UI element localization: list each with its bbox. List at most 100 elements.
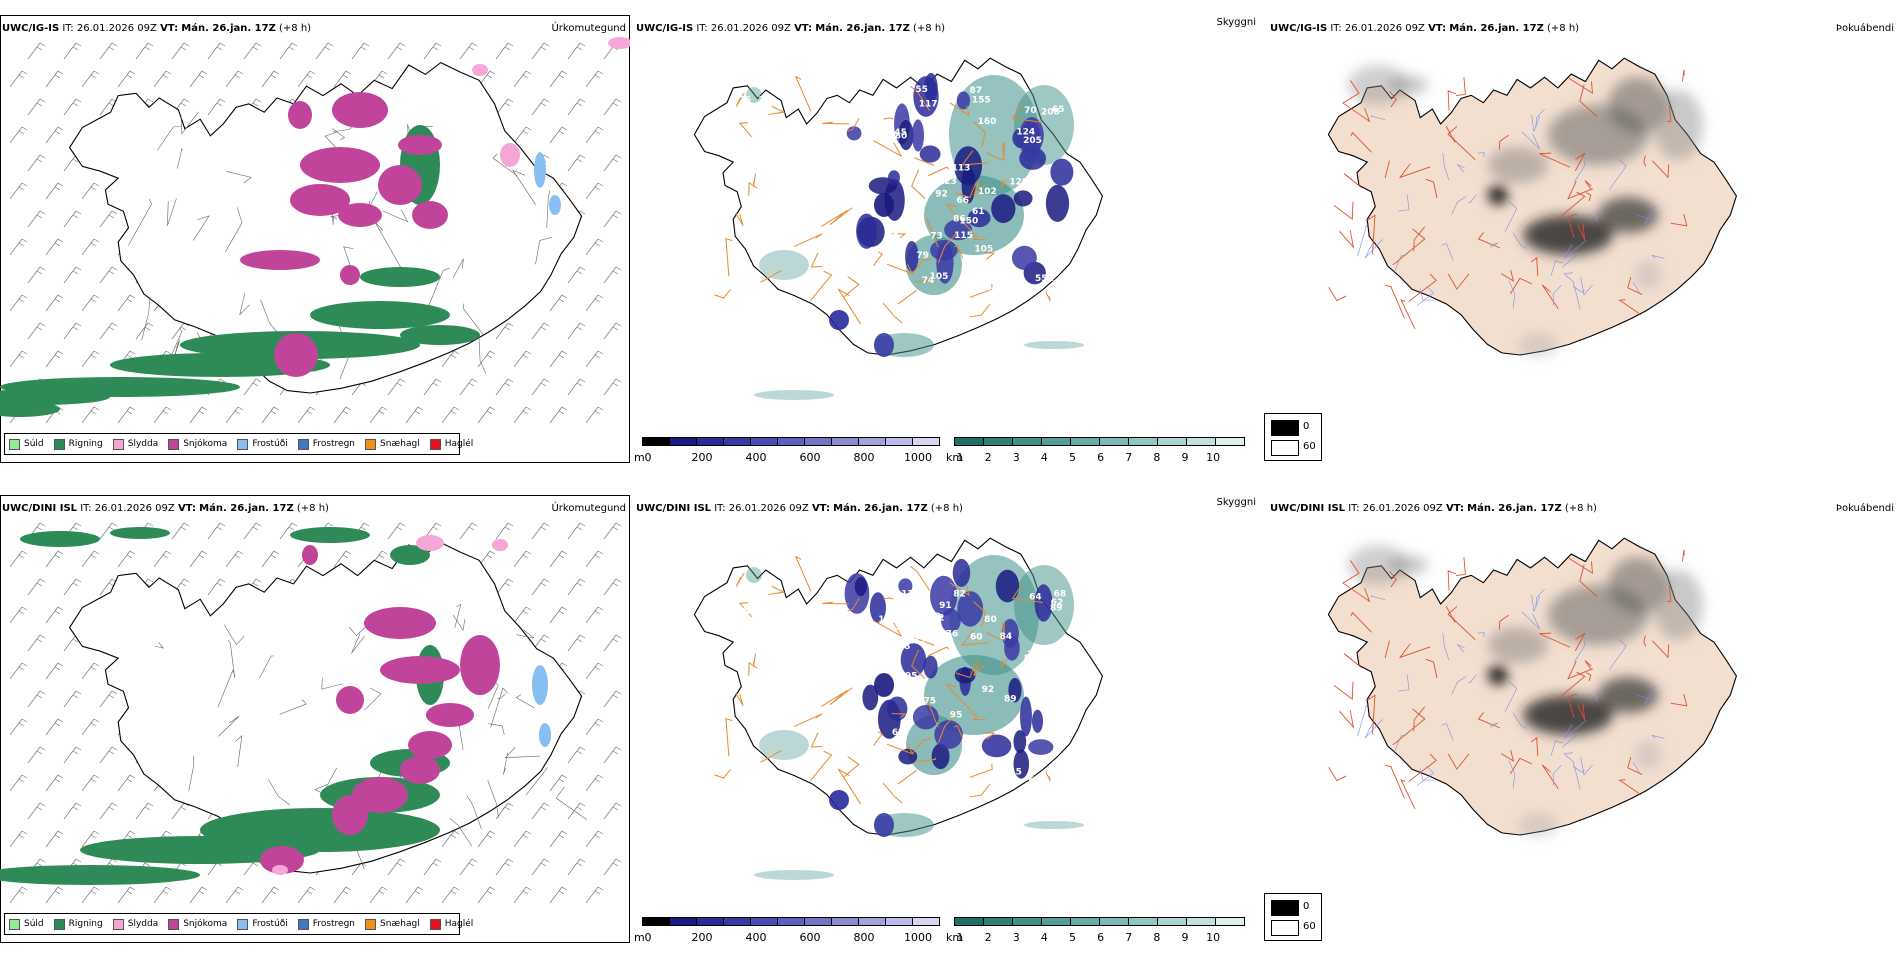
ceiling-area xyxy=(1008,677,1022,703)
rain-area xyxy=(80,836,320,864)
snow-area xyxy=(274,333,318,377)
snow-area xyxy=(408,731,452,759)
precip-legend-swatch xyxy=(112,438,124,450)
ceiling-area xyxy=(905,241,919,272)
ceiling-value-label: 28 xyxy=(732,76,745,86)
colorbar-segment xyxy=(885,437,913,446)
colorbar-tick-label: 8 xyxy=(1153,931,1161,944)
vt-label: VT: xyxy=(794,23,813,34)
precip-legend-item: Snæhagl xyxy=(365,438,420,450)
precip-legend-label: Snæhagl xyxy=(380,439,420,449)
visibility-area xyxy=(1024,341,1084,349)
ceiling-area xyxy=(991,194,1016,223)
precip-legend-label: Súld xyxy=(24,919,44,929)
colorbar-segment xyxy=(1012,437,1042,446)
ceiling-area xyxy=(1034,584,1053,622)
colorbar-tick-label: 800 xyxy=(853,931,875,944)
ceiling-value-label: 80 xyxy=(984,615,997,625)
it-label: IT: xyxy=(696,23,708,34)
precip-legend-label: Frostregn xyxy=(312,439,356,449)
ceiling-value-label: 84 xyxy=(985,283,998,293)
ceiling-value-label: 40 xyxy=(884,663,897,673)
ceiling-value-label: 61 xyxy=(972,207,985,217)
ceiling-area xyxy=(1050,158,1074,186)
rain-area xyxy=(0,389,110,405)
colorbar-unit: km xyxy=(946,451,964,464)
snow-area xyxy=(302,545,318,565)
colorbar-segment xyxy=(696,437,724,446)
precip-legend-label: Súld xyxy=(24,439,44,449)
precip-legend: Súld Rigning Slydda Snjókoma Frostúði Frostre… xyxy=(4,913,473,935)
ceiling-value-label: 134 xyxy=(866,307,885,317)
ceiling-area xyxy=(995,569,1020,603)
precip-legend-label: Snæhagl xyxy=(380,919,420,929)
ceiling-area xyxy=(981,734,1012,758)
ceiling-area xyxy=(954,146,983,186)
ceiling-value-label: 123 xyxy=(938,177,957,187)
precip-legend-swatch xyxy=(365,438,377,450)
ceiling-area xyxy=(1031,709,1044,733)
fog-legend-swatch-0 xyxy=(1271,420,1299,436)
colorbar-segment xyxy=(983,437,1013,446)
vt-label: VT: xyxy=(1428,23,1447,34)
colorbar-segment xyxy=(954,437,984,446)
fog-legend-label-0: 0 xyxy=(1303,421,1310,432)
precip-legend-swatch xyxy=(237,918,249,930)
ceiling-value-label: 117 xyxy=(919,100,938,110)
ceiling-area xyxy=(874,193,894,217)
vt-label: VT: xyxy=(811,503,830,514)
precip-map-frame xyxy=(0,495,630,943)
ceiling-area xyxy=(874,813,894,837)
ceiling-value-label: 88 xyxy=(743,605,756,615)
fog-map xyxy=(1327,57,1738,357)
ceiling-value-label: 78 xyxy=(978,755,991,765)
vt-label: VT: xyxy=(160,23,179,34)
colorbar-tick-label: 7 xyxy=(1125,931,1133,944)
ceiling-value-label: 47 xyxy=(743,607,756,617)
visibility-area xyxy=(754,870,834,880)
precip-legend-swatch xyxy=(112,918,124,930)
ceiling-area xyxy=(886,696,908,721)
ceiling-value-label: 99 xyxy=(886,243,899,253)
iceland-outline xyxy=(68,541,583,874)
fog-index-areas xyxy=(1348,545,1703,837)
colorbar-tick-label: 400 xyxy=(745,931,767,944)
ceiling-value-label: 75 xyxy=(924,697,937,707)
colorbar-segment xyxy=(750,437,778,446)
ceiling-value-label: 206 xyxy=(899,786,918,796)
colorbar-tick-label: 6 xyxy=(1097,451,1105,464)
ceiling-value-label: 92 xyxy=(982,685,995,695)
precip-legend-item: Frostúði xyxy=(237,438,288,450)
colorbar-tick-label: 4 xyxy=(1040,451,1048,464)
ceiling-area xyxy=(854,577,867,597)
colorbar-segment xyxy=(831,917,859,926)
sleet-area xyxy=(492,539,508,551)
ceiling-area xyxy=(829,310,849,330)
ceiling-area xyxy=(1013,730,1027,754)
precip-legend-item: Slydda xyxy=(112,438,158,450)
init-time: 26.01.2026 09Z xyxy=(710,23,791,34)
ceiling-value-label: 92 xyxy=(935,190,948,200)
colorbar-segment xyxy=(1070,917,1100,926)
fog-legend-swatch-1 xyxy=(1271,440,1299,456)
fog-legend-label-1: 60 xyxy=(1303,441,1316,452)
ceiling-area xyxy=(941,608,961,633)
ceiling-area xyxy=(911,119,925,152)
colorbar-tick-label: 600 xyxy=(799,451,821,464)
colorbar-unit: m xyxy=(634,451,645,464)
ceiling-value-label: 112 xyxy=(908,636,927,646)
rivers xyxy=(1357,108,1665,310)
snow-area xyxy=(460,635,500,695)
colorbar-segment xyxy=(804,917,832,926)
colorbar-tick-label: 1000 xyxy=(904,931,932,944)
ceiling-value-label: 93 xyxy=(879,276,892,286)
precip-legend-item: Haglél xyxy=(429,438,473,450)
vt-label: VT: xyxy=(1445,503,1464,514)
model-name: UWC/DINI ISL xyxy=(636,503,712,514)
init-time: 26.01.2026 09Z xyxy=(1344,23,1425,34)
snow-area xyxy=(332,92,388,128)
colorbar-segment xyxy=(1041,437,1071,446)
precip-legend-swatch xyxy=(237,438,249,450)
precip-legend-swatch xyxy=(53,918,65,930)
ceiling-value-label: 82 xyxy=(953,589,966,599)
